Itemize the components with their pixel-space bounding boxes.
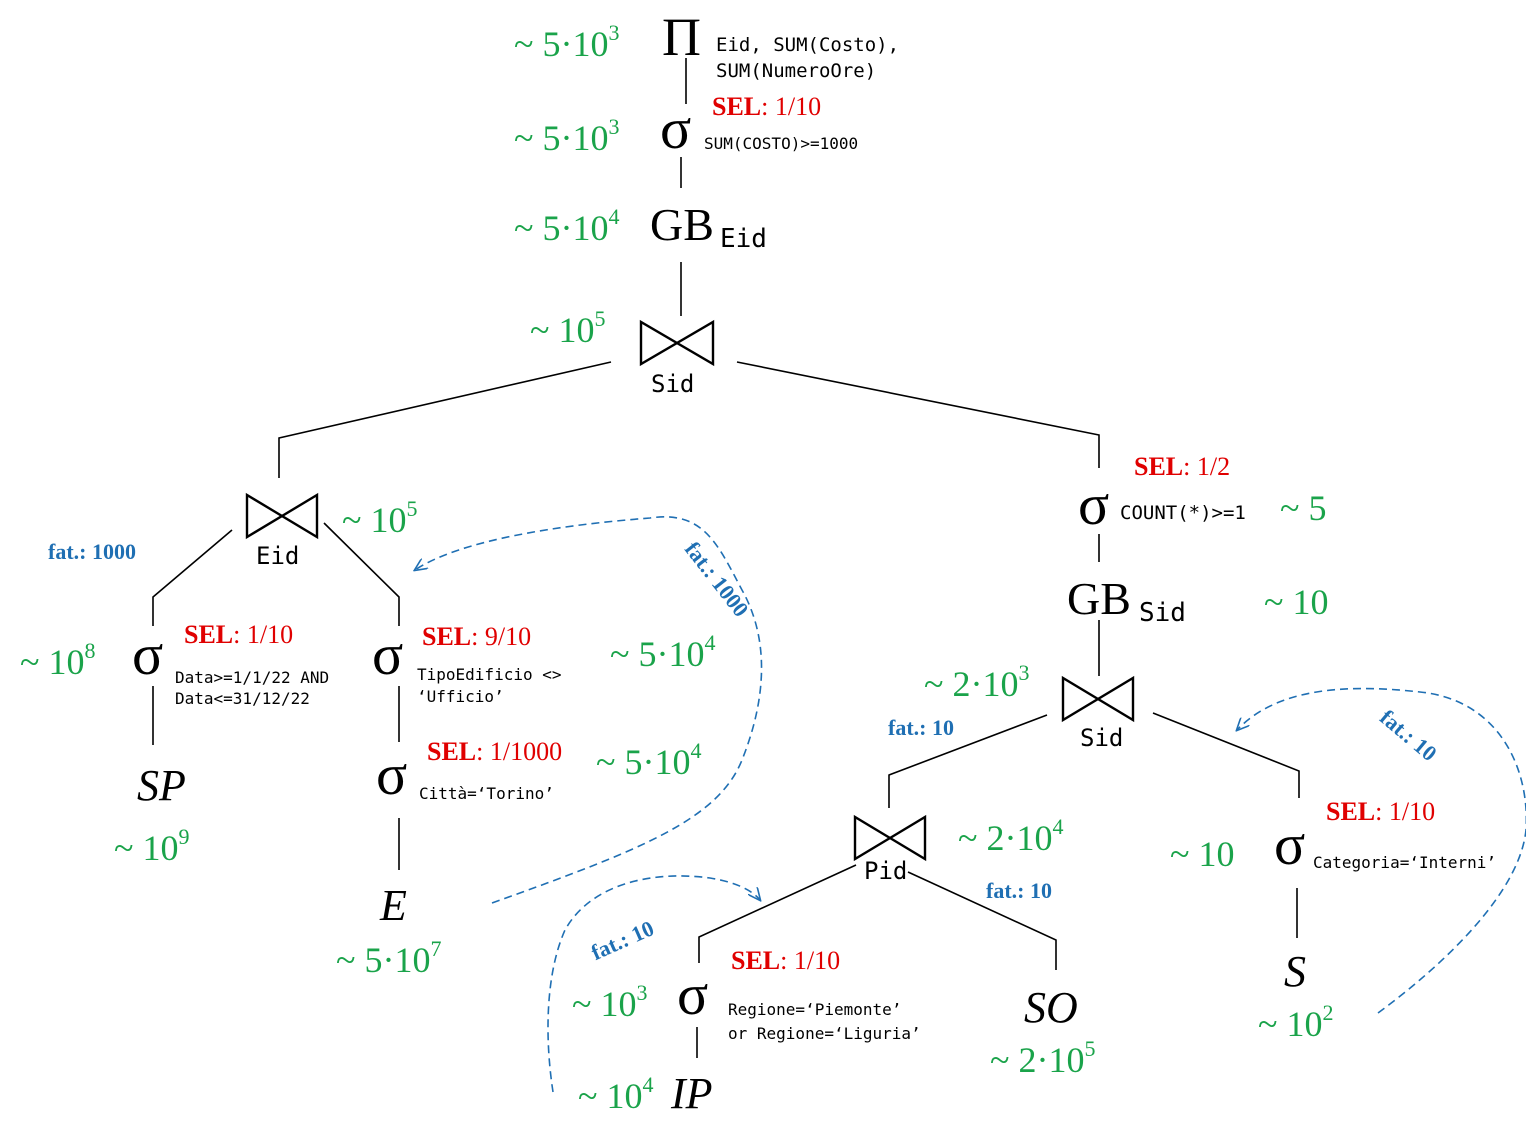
relation-e: E xyxy=(380,881,407,930)
join-pid-factor: fat.: 10 xyxy=(986,878,1052,903)
pi-cardinality: ~ 5·103 xyxy=(514,20,620,64)
relation-ip-cardinality: ~ 104 xyxy=(578,1072,654,1116)
sigma-categoria-selectivity: SEL: 1/10 xyxy=(1326,797,1436,826)
gb-eid-subscript: Eid xyxy=(720,224,767,254)
sigma-count-subscript: COUNT(*)>=1 xyxy=(1120,502,1246,524)
sigma-categoria-operator: σ xyxy=(1274,812,1306,877)
join-symbol-eid xyxy=(245,492,319,540)
gb-eid-operator: GB xyxy=(650,199,714,250)
sigma-count-operator: σ xyxy=(1078,472,1110,537)
sigma-citta-selectivity: SEL: 1/1000 xyxy=(427,737,563,766)
sigma-tipo-subscript-line2: ‘Ufficio’ xyxy=(417,687,504,706)
join-symbol-top xyxy=(639,319,715,367)
join-sid-low-label: Sid xyxy=(1080,724,1124,752)
join-sid-low-factor: fat.: 10 xyxy=(888,715,954,740)
relation-so: SO xyxy=(1024,983,1078,1032)
sigma-data-subscript-line2: Data<=31/12/22 xyxy=(175,689,310,708)
edge-eidjoin-left xyxy=(152,529,233,626)
sigma-tipo-operator: σ xyxy=(372,622,404,687)
sigma-count-cardinality: ~ 5 xyxy=(1280,488,1327,528)
edge-eidjoin-right xyxy=(323,522,400,626)
relation-sp-cardinality: ~ 109 xyxy=(114,824,190,868)
arrow-ip-to-pidjoin xyxy=(547,875,760,1093)
sigma-data-operator: σ xyxy=(132,622,164,687)
sigma-categoria-cardinality: ~ 10 xyxy=(1170,834,1235,874)
gb-eid-cardinality: ~ 5·104 xyxy=(514,204,620,248)
arrow-s-to-sidjoin xyxy=(1237,687,1526,1014)
gb-sid-operator: GB xyxy=(1067,573,1131,624)
sigma-cost-subscript: SUM(COSTO)>=1000 xyxy=(704,134,859,153)
sigma-categoria-subscript: Categoria=‘Interni’ xyxy=(1313,853,1497,872)
join-eid-cardinality: ~ 105 xyxy=(342,496,418,540)
sigma-regione-operator: σ xyxy=(677,962,709,1027)
edge-join-left xyxy=(278,361,612,478)
sigma-regione-cardinality: ~ 103 xyxy=(572,980,648,1024)
edge-pidjoin-right xyxy=(907,871,1057,970)
sigma-cost-selectivity: SEL: 1/10 xyxy=(712,92,822,121)
sigma-tipo-cardinality: ~ 5·104 xyxy=(610,630,716,674)
sigma-regione-selectivity: SEL: 1/10 xyxy=(731,946,841,975)
sigma-cost-cardinality: ~ 5·103 xyxy=(514,114,620,158)
gb-sid-cardinality: ~ 10 xyxy=(1264,582,1329,622)
join-pid-label: Pid xyxy=(864,857,908,885)
pi-subscript-line1: Eid, SUM(Costo), xyxy=(716,34,900,56)
relation-sp: SP xyxy=(137,761,186,810)
edge-join-right xyxy=(736,361,1100,468)
sigma-citta-cardinality: ~ 5·104 xyxy=(596,738,702,782)
join-symbol-pid xyxy=(853,814,927,862)
relation-e-cardinality: ~ 5·107 xyxy=(336,936,442,980)
sigma-data-subscript-line1: Data>=1/1/22 AND xyxy=(175,668,330,687)
join-sid-low-cardinality: ~ 2·103 xyxy=(924,660,1030,704)
relation-ip: IP xyxy=(671,1069,713,1118)
gb-sid-subscript: Sid xyxy=(1139,598,1186,628)
sigma-count-selectivity: SEL: 1/2 xyxy=(1134,452,1231,481)
pi-operator: Π xyxy=(662,7,701,67)
join-top-cardinality: ~ 105 xyxy=(530,306,606,350)
sigma-data-selectivity: SEL: 1/10 xyxy=(184,620,294,649)
join-eid-label: Eid xyxy=(256,542,300,570)
join-pid-cardinality: ~ 2·104 xyxy=(958,814,1064,858)
relation-so-cardinality: ~ 2·105 xyxy=(990,1036,1096,1080)
relation-s: S xyxy=(1284,947,1306,996)
sigma-citta-subscript: Città=‘Torino’ xyxy=(419,784,554,803)
edge-sidjoin-right xyxy=(1152,712,1300,798)
sigma-regione-subscript-line1: Regione=‘Piemonte’ xyxy=(728,1000,902,1019)
sigma-regione-subscript-line2: or Regione=‘Liguria’ xyxy=(728,1024,921,1043)
edge-pidjoin-left xyxy=(698,864,857,963)
edge-sidjoin-left xyxy=(888,714,1048,808)
sigma-data-cardinality: ~ 108 xyxy=(20,638,96,682)
join-eid-factor: fat.: 1000 xyxy=(48,539,136,564)
join-top-label: Sid xyxy=(651,370,695,398)
pi-subscript-line2: SUM(NumeroOre) xyxy=(716,60,877,82)
join-symbol-sid-low xyxy=(1061,675,1135,723)
relation-s-cardinality: ~ 102 xyxy=(1258,1000,1334,1044)
sigma-citta-operator: σ xyxy=(376,742,408,807)
sigma-tipo-subscript-line1: TipoEdificio <> xyxy=(417,665,562,684)
sigma-cost-operator: σ xyxy=(660,96,692,161)
sigma-tipo-selectivity: SEL: 9/10 xyxy=(422,622,532,651)
arrow-e-to-eidjoin xyxy=(415,516,763,904)
